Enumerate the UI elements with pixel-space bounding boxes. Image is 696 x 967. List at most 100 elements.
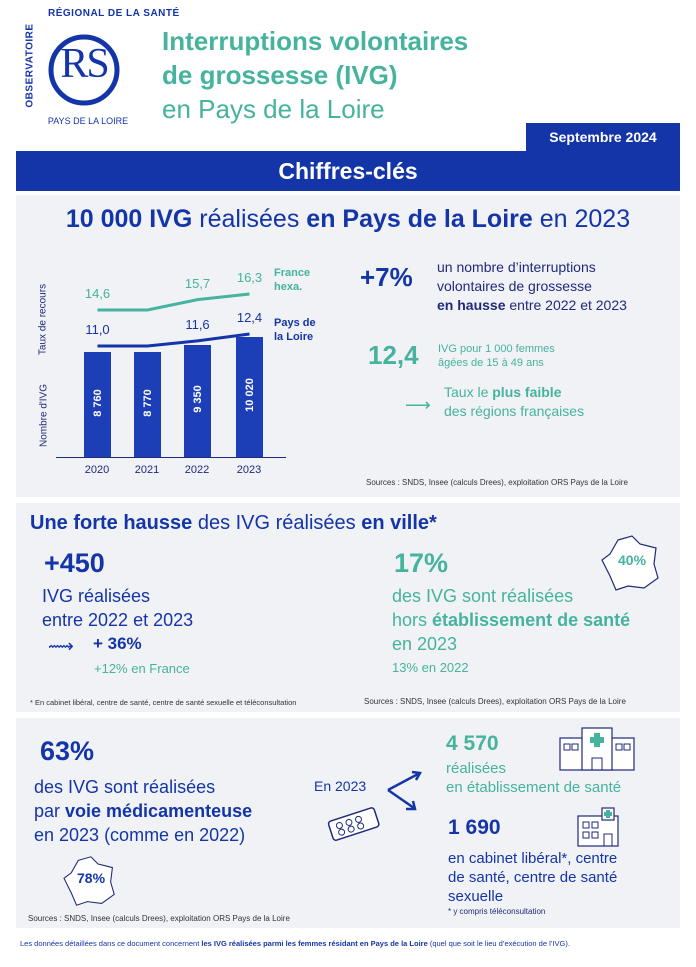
city-increase-line2: entre 2022 et 2023 [42,610,194,630]
city-text: en cabinet libéral*, centre de santé, ce… [448,849,617,906]
pill-blister-icon [327,807,380,841]
stat-rate-line1: IVG pour 1 000 femmes [438,343,555,355]
bar-label-2023: 10 020 [244,378,256,412]
medication-bold: voie médicamenteuse [65,801,253,821]
outside-hospital-text: des IVG sont réalisées hors établissemen… [392,584,630,656]
city-increase-text: IVG réalisées entre 2022 et 2023 [42,584,193,632]
logo: OBSERVATOIRE RÉGIONAL DE LA SANTÉ RS PAY… [18,8,180,133]
stat-rate-line2: âgées de 15 à 49 ans [438,357,544,369]
bar-label-2020: 8 760 [92,388,104,417]
logo-text-left: OBSERVATOIRE [24,23,36,108]
legend-france: France hexa. [274,266,310,294]
city-line3: sexuelle [448,888,504,905]
banner-chiffres-cles: Chiffres-clés [16,151,680,191]
medication-value: 63% [40,736,95,766]
france-label-2022: 15,7 [184,275,211,291]
stat-rate-note-line1: Taux le plus faible [444,383,584,402]
headline-region: en Pays de la Loire [306,205,533,233]
series-line-france [97,292,250,312]
city-increase-france: +12% en France [94,661,190,676]
pdl-label-2023: 12,4 [236,310,263,325]
arrow-right-icon: ⟶ [405,395,431,415]
legend-france-line1: France [274,267,311,279]
stat-increase-line2: volontaires de grossesse [437,278,592,294]
stat-rate-note-plain: Taux le [444,384,493,400]
section2-title-bold2: en ville* [361,512,437,534]
france-map-icon: 40% [598,534,664,592]
section1-headline: 10 000 IVG réalisées en Pays de la Loire… [16,205,680,234]
outside-hospital-plain: hors [392,610,433,630]
headline-number: 10 000 IVG [65,205,193,233]
pdl-label-2022: 11,6 [185,316,210,332]
outside-hospital-line1: des IVG sont réalisées [392,586,574,606]
hospital-text: réalisées en établissement de santé [446,759,621,797]
outside-hospital-line3: en 2023 [392,634,458,654]
bar-2023 [236,337,263,457]
outside-hospital-2022: 13% en 2022 [392,660,469,675]
medication-text: des IVG sont réalisées par voie médicame… [34,775,252,847]
section2-title-mid: des IVG réalisées [192,512,362,534]
footer-note: Les données détaillées dans ce document … [20,939,680,948]
footer-plain1: Les données détaillées dans ce document … [20,939,202,948]
series-line-pdl [97,332,250,348]
section-city [16,503,680,712]
france-map-icon-2: 78% [60,855,120,907]
hospital-value: 4 570 [446,732,499,755]
chart-lines [97,292,250,348]
hospital-line2: en établissement de santé [446,779,622,796]
stat-increase-bold: en hausse [437,297,506,313]
stat-rate-note-bold: plus faible [492,384,562,400]
city-line1: en cabinet libéral*, centre [448,850,618,867]
france-label-2020: 14,6 [84,286,111,301]
bar-2022 [184,345,211,457]
stat-increase-value: +7% [360,262,413,292]
x-tick-2022: 2022 [184,464,210,476]
page-title-line1: Interruptions volontaires [162,26,469,56]
legend-france-line2: hexa. [274,281,303,293]
france-map-pct-2: 78% [77,870,106,886]
legend-pdl-line1: Pays de [274,317,316,329]
france-map-pct: 40% [618,552,647,568]
section2-footnote: * En cabinet libéral, centre de santé, c… [30,698,297,707]
logo-text-top: RÉGIONAL DE LA SANTÉ [48,8,180,19]
logo-text-bottom: PAYS DE LA LOIRE [47,116,129,126]
section2-title-bold1: Une forte hausse [30,512,193,534]
legend-pdl-line2: la Loire [274,331,314,343]
medication-line3: en 2023 (comme en 2022) [34,825,246,845]
city-increase-pct: + 36% [93,634,142,653]
city-increase-value: +450 [44,548,105,578]
page-title-line2: de grossesse (IVG) [162,60,398,90]
medication-line2: par voie médicamenteuse [34,799,252,823]
headline-end: en 2023 [532,205,631,233]
footer-plain2: (quel que soit le lieu d’exécution de l’… [427,939,570,948]
medication-plain: par [34,801,66,821]
section1-source: Sources : SNDS, Insee (calculs Drees), e… [366,478,628,487]
date-badge: Septembre 2024 [526,123,680,151]
bar-2021 [134,352,161,457]
outside-hospital-bold: établissement de santé [432,610,631,630]
year-label: En 2023 [314,778,367,794]
stat-increase-rest: entre 2022 et 2023 [505,297,627,313]
bar-2020 [84,352,111,457]
bar-label-2022: 9 350 [192,385,204,413]
stat-rate-note: Taux le plus faible des régions français… [444,383,584,421]
city-note: * y compris téléconsultation [448,907,546,916]
chart-axis-line [56,457,286,458]
outside-hospital-line2: hors établissement de santé [392,608,630,632]
pdl-label-2020: 11,0 [85,322,110,337]
stat-rate-text: IVG pour 1 000 femmes âgées de 15 à 49 a… [438,342,555,370]
city-increase-line1: IVG réalisées [42,586,151,606]
logo-letters: RS [60,41,109,87]
legend-pdl: Pays de la Loire [274,316,316,344]
headline-mid: réalisées [192,205,307,233]
x-tick-2023: 2023 [236,464,262,476]
stat-increase-text: un nombre d’interruptions volontaires de… [437,258,627,315]
chart-ivg: Taux de recours Nombre d'IVG France hexa… [16,250,336,490]
section2-title: Une forte hausse des IVG réalisées en vi… [30,512,437,535]
hospital-building-icon [559,727,635,771]
hospital-line1: réalisées [446,760,507,777]
page-title-line3: en Pays de la Loire [162,94,385,124]
section2-source: Sources : SNDS, Insee (calculs Drees), e… [364,697,626,706]
x-tick-2021: 2021 [134,464,160,476]
x-tick-2020: 2020 [84,464,110,476]
